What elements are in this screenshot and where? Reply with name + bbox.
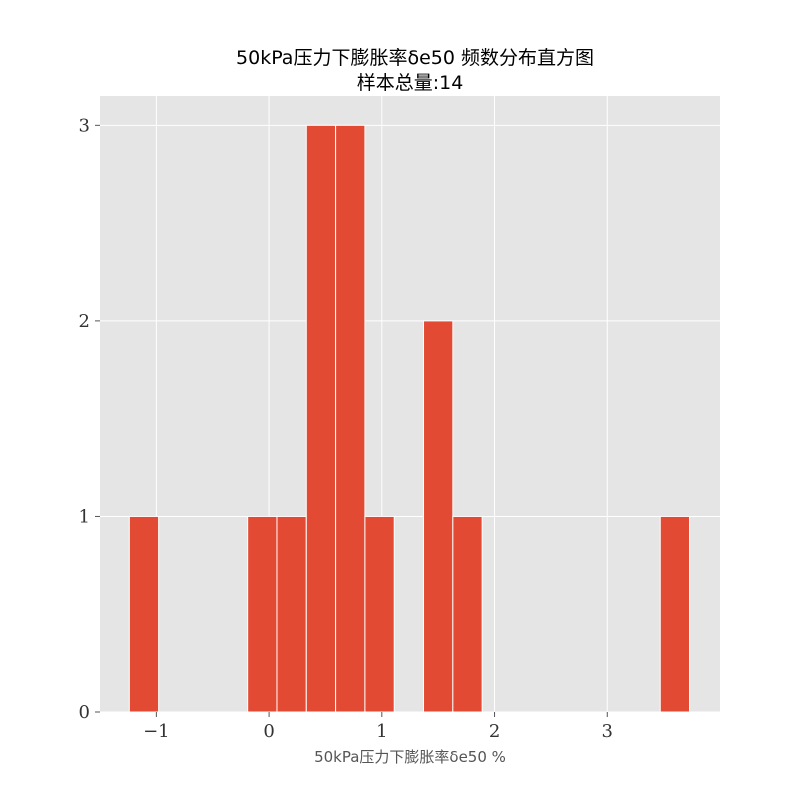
x-tick-label: −1 — [143, 721, 170, 742]
y-tick-label: 2 — [79, 311, 90, 332]
y-tick-label: 1 — [79, 506, 90, 527]
x-tick-label: 3 — [602, 721, 613, 742]
histogram-bar — [276, 515, 307, 713]
grid-lines — [100, 96, 720, 713]
histogram-bar — [305, 124, 337, 713]
histogram-bar — [335, 124, 366, 713]
histogram-bar — [364, 515, 395, 713]
histogram-bars — [128, 124, 691, 713]
y-tick-label: 0 — [79, 702, 90, 723]
chart-subtitle: 样本总量:14 — [357, 72, 464, 94]
x-tick-label: 1 — [376, 721, 387, 742]
histogram-bar — [423, 320, 454, 713]
x-tick-label: 2 — [489, 721, 500, 742]
x-axis-label: 50kPa压力下膨胀率δe50 % — [314, 748, 506, 766]
chart-title: 50kPa压力下膨胀率δe50 频数分布直方图 — [236, 47, 594, 69]
plot-area — [100, 96, 720, 712]
x-tick-label: 0 — [263, 721, 274, 742]
y-tick-label: 3 — [79, 115, 90, 136]
histogram-bar — [247, 515, 278, 713]
histogram-bar — [659, 515, 691, 713]
histogram-bar — [452, 515, 483, 713]
histogram-bar — [128, 515, 160, 713]
axis-ticks: −1 0 1 2 3 0 1 2 3 — [79, 115, 613, 742]
